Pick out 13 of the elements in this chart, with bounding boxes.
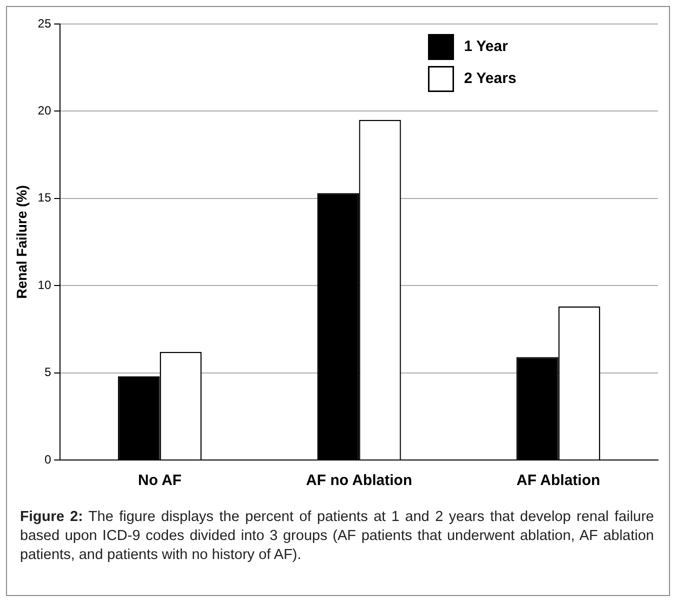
legend-label: 1 Year [464,38,508,56]
y-tick-label: 0 [44,452,52,466]
y-tick-label: 25 [38,16,52,30]
y-axis-title: Renal Failure (%) [13,185,30,299]
y-tick-label: 10 [38,278,52,292]
x-tick-label: No AF [138,472,182,490]
y-tick-label: 20 [38,104,52,118]
x-tick-label: AF no Ablation [306,472,412,490]
x-tick-label: AF Ablation [516,472,600,490]
y-tick-label: 15 [38,190,52,205]
y-tick-label: 5 [44,365,52,380]
legend-label: 2 Years [464,70,516,88]
caption: Figure 2: The figure displays the percent of patients at 1 and 2 years that develop renal failure based upon ICD-9 codes divided into 3 groups (AF patients that underwent ablation, AF ablation patients, and patients with no history of AF). [20,508,654,565]
